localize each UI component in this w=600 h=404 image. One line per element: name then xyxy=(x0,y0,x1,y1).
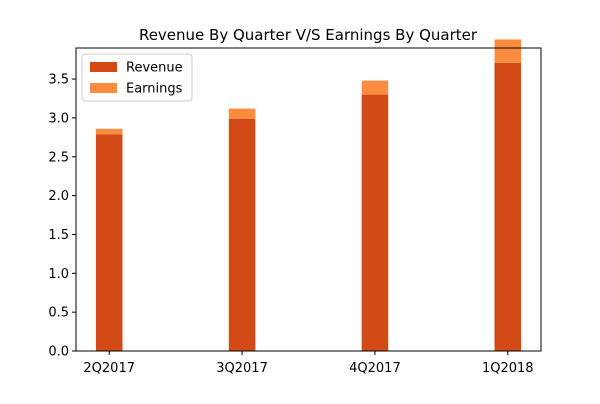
bar-earnings-4q2017 xyxy=(361,80,389,95)
plot-frame xyxy=(75,47,542,352)
x-tick-label: 4Q2017 xyxy=(349,361,401,376)
y-tick-label: 2.5 xyxy=(48,150,69,165)
legend-label-revenue: Revenue xyxy=(126,61,183,76)
y-tick-label: 3.0 xyxy=(48,111,69,126)
legend: Revenue Earnings xyxy=(81,53,193,102)
x-tick-label: 3Q2017 xyxy=(216,361,268,376)
y-tick-label: 1.0 xyxy=(48,267,69,282)
y-tick-label: 2.0 xyxy=(48,189,69,204)
bar-earnings-3q2017 xyxy=(228,108,256,119)
axes-layer: 0.0 0.5 1.0 1.5 2.0 2.5 3.0 3.5 2Q2017 3Q2017 4Q20… xyxy=(48,47,542,376)
y-tick-label: 3.5 xyxy=(48,73,69,88)
bars-layer xyxy=(95,39,522,352)
x-tick-label: 2Q2017 xyxy=(83,361,135,376)
legend-swatch-earnings xyxy=(90,83,117,93)
bar-earnings-1q2018 xyxy=(494,39,522,63)
bar-earnings-2q2017 xyxy=(95,128,123,135)
chart-title: Revenue By Quarter V/S Earnings By Quart… xyxy=(139,26,478,44)
legend-label-earnings: Earnings xyxy=(126,82,183,97)
legend-swatch-revenue xyxy=(90,62,117,72)
bar-revenue-1q2018 xyxy=(494,62,522,351)
bar-revenue-4q2017 xyxy=(361,94,389,352)
x-tick-label: 1Q2018 xyxy=(482,361,534,376)
y-tick-label: 1.5 xyxy=(48,228,69,243)
y-tick-label: 0.5 xyxy=(48,306,69,321)
bar-revenue-2q2017 xyxy=(95,134,123,351)
bar-revenue-3q2017 xyxy=(228,118,256,351)
y-tick-label: 0.0 xyxy=(48,345,69,360)
